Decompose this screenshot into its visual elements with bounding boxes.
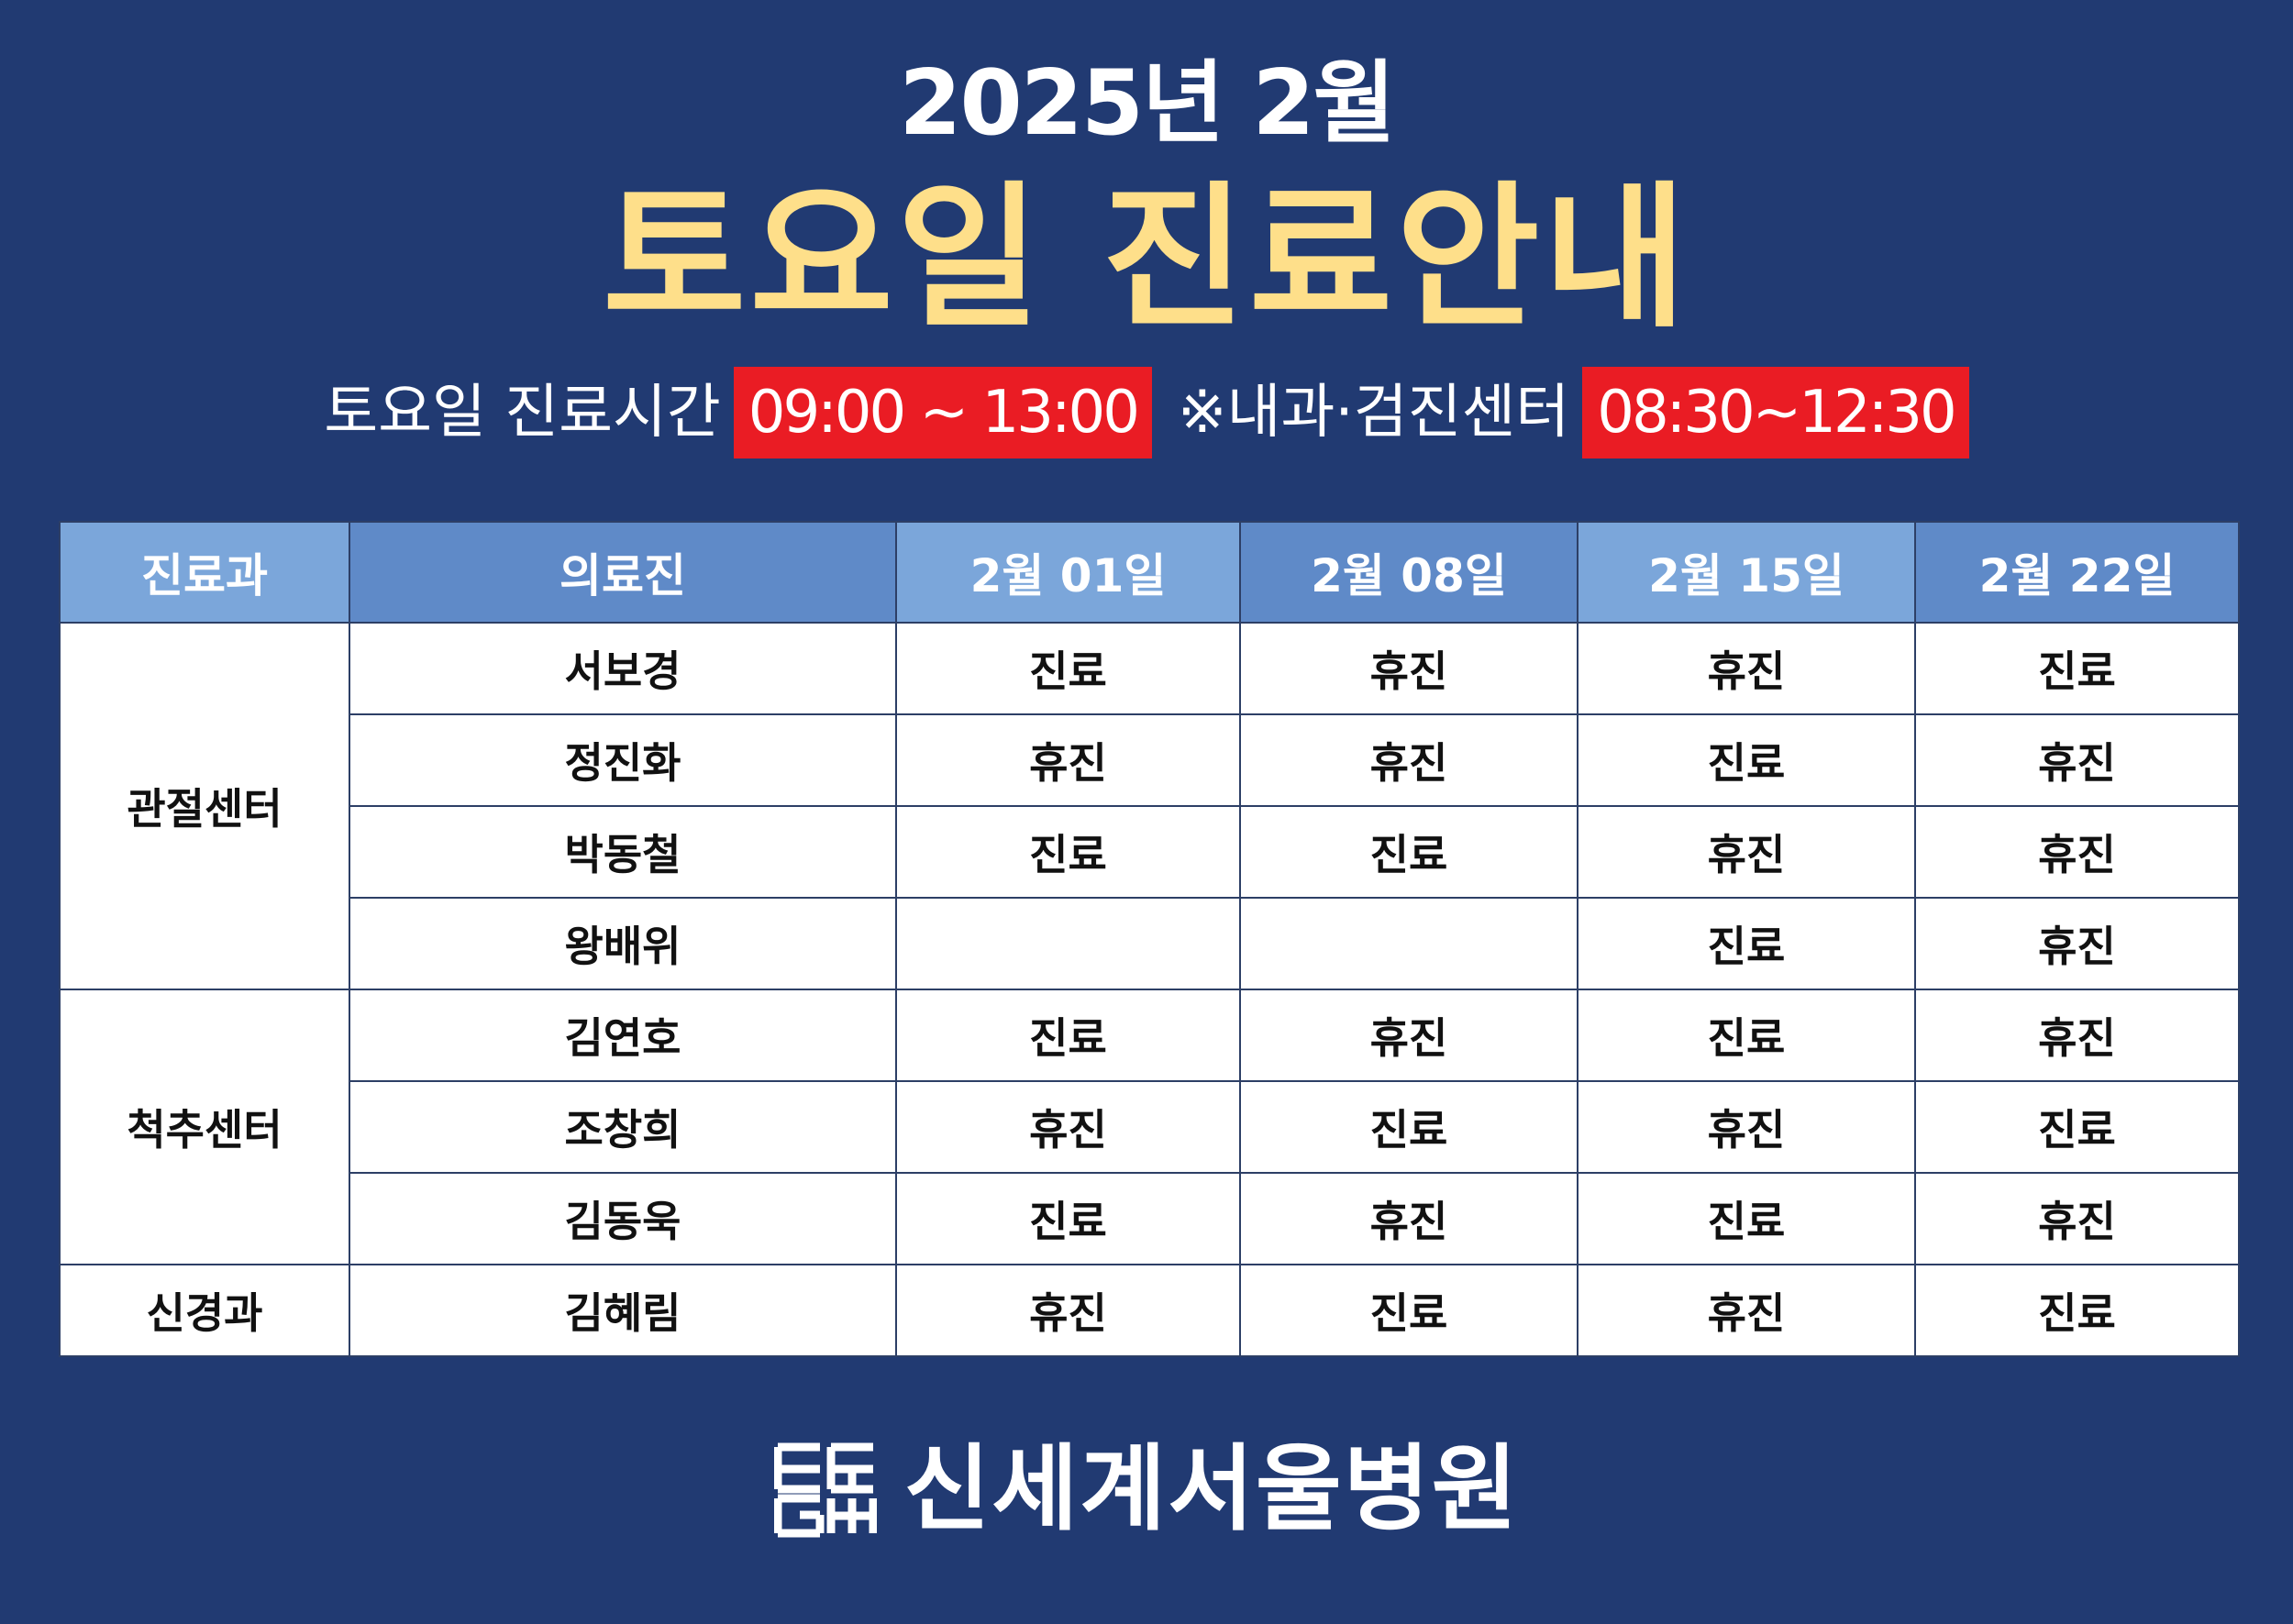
hours-time-badge: 09:00 ~ 13:00 xyxy=(733,367,1152,458)
schedule-cell-closed: 휴진 xyxy=(895,1264,1241,1357)
header-doctor: 의료진 xyxy=(349,521,897,624)
schedule-cell-closed: 휴진 xyxy=(1239,713,1579,807)
table-header-row: 진료과 의료진 2월 01일 2월 08일 2월 15일 2월 22일 xyxy=(59,521,2240,624)
header-date: 2월 15일 xyxy=(1577,521,1916,624)
hospital-logo-icon xyxy=(773,1442,877,1538)
schedule-cell-closed: 휴진 xyxy=(1577,805,1916,899)
table-row: 왕배위 진료 휴진 xyxy=(60,897,2240,990)
doctor-name-cell: 왕배위 xyxy=(349,897,897,990)
table-row: 박동철 진료 진료 휴진 휴진 xyxy=(60,805,2240,899)
doctor-name-cell: 김혜림 xyxy=(349,1264,897,1357)
footer: 신세계서울병원 xyxy=(0,1435,2293,1545)
table-row: 조창희 휴진 진료 휴진 진료 xyxy=(60,1080,2240,1174)
doctor-name-cell: 정진화 xyxy=(349,713,897,807)
schedule-cell-open: 진료 xyxy=(895,1172,1241,1265)
schedule-cell-open: 진료 xyxy=(1239,1264,1579,1357)
doctor-name-cell: 서보경 xyxy=(349,622,897,715)
schedule-cell-open: 진료 xyxy=(1239,1080,1579,1174)
schedule-table: 진료과 의료진 2월 01일 2월 08일 2월 15일 2월 22일 관절센터… xyxy=(59,521,2240,1357)
schedule-cell-closed: 휴진 xyxy=(895,713,1241,807)
schedule-cell-closed: 휴진 xyxy=(1239,1172,1579,1265)
doctor-name-cell: 박동철 xyxy=(349,805,897,899)
schedule-cell-closed: 휴진 xyxy=(1239,989,1579,1082)
header-date: 2월 22일 xyxy=(1914,521,2240,624)
page-title: 토요일 진료안내 xyxy=(603,168,1690,349)
doctor-name-cell: 김연호 xyxy=(349,989,897,1082)
schedule-cell-open: 진료 xyxy=(1577,713,1916,807)
table-row: 정진화 휴진 휴진 진료 휴진 xyxy=(60,713,2240,807)
schedule-cell-closed: 휴진 xyxy=(1577,1264,1916,1357)
hours-note-time-badge: 08:30~12:30 xyxy=(1582,367,1969,458)
schedule-cell-open: 진료 xyxy=(1914,1264,2240,1357)
header-date: 2월 01일 xyxy=(895,521,1241,624)
saturday-hours-row: 토요일 진료시간 09:00 ~ 13:00 ※내과·검진센터 08:30~12… xyxy=(0,367,2293,458)
schedule-cell-closed: 휴진 xyxy=(1577,622,1916,715)
page-subtitle-year-month: 2025년 2월 xyxy=(899,51,1395,156)
schedule-cell-open: 진료 xyxy=(1914,622,2240,715)
schedule-cell-open: 진료 xyxy=(895,622,1241,715)
schedule-cell-empty xyxy=(895,897,1241,990)
header-dept: 진료과 xyxy=(59,521,350,624)
department-cell: 신경과 xyxy=(59,1264,350,1357)
hours-label: 토요일 진료시간 xyxy=(324,379,721,447)
schedule-cell-open: 진료 xyxy=(1577,897,1916,990)
schedule-cell-closed: 휴진 xyxy=(1577,1080,1916,1174)
schedule-cell-open: 진료 xyxy=(895,805,1241,899)
table-row: 신경과 김혜림 휴진 진료 휴진 진료 xyxy=(59,1264,2240,1357)
schedule-cell-open: 진료 xyxy=(1577,1172,1916,1265)
table-row: 척추센터 김연호 진료 휴진 진료 휴진 xyxy=(59,989,2240,1265)
schedule-cell-closed: 휴진 xyxy=(1914,713,2240,807)
schedule-cell-empty xyxy=(1239,897,1579,990)
doctor-name-cell: 김동욱 xyxy=(349,1172,897,1265)
schedule-cell-closed: 휴진 xyxy=(1239,622,1579,715)
header-date: 2월 08일 xyxy=(1239,521,1579,624)
schedule-cell-open: 진료 xyxy=(1577,989,1916,1082)
table-row: 김동욱 진료 휴진 진료 휴진 xyxy=(60,1172,2240,1265)
hours-note: ※내과·검진센터 xyxy=(1177,379,1570,447)
doctor-name-cell: 조창희 xyxy=(349,1080,897,1174)
schedule-body: 관절센터 서보경 진료 휴진 휴진 진료 정진화 휴진 휴진 진료 휴진 박동철 진료 진료 휴진 휴진 왕배위… xyxy=(59,622,2240,1357)
schedule-cell-closed: 휴진 xyxy=(1914,805,2240,899)
hospital-name: 신세계서울병원 xyxy=(903,1435,1520,1544)
department-cell: 관절센터 xyxy=(59,622,350,990)
schedule-cell-open: 진료 xyxy=(1239,805,1579,899)
schedule-cell-closed: 휴진 xyxy=(895,1080,1241,1174)
schedule-cell-closed: 휴진 xyxy=(1914,989,2240,1082)
department-cell: 척추센터 xyxy=(59,989,350,1265)
schedule-cell-closed: 휴진 xyxy=(1914,1172,2240,1265)
schedule-cell-open: 진료 xyxy=(1914,1080,2240,1174)
schedule-cell-open: 진료 xyxy=(895,989,1241,1082)
schedule-cell-closed: 휴진 xyxy=(1914,897,2240,990)
table-row: 관절센터 서보경 진료 휴진 휴진 진료 xyxy=(59,622,2240,990)
